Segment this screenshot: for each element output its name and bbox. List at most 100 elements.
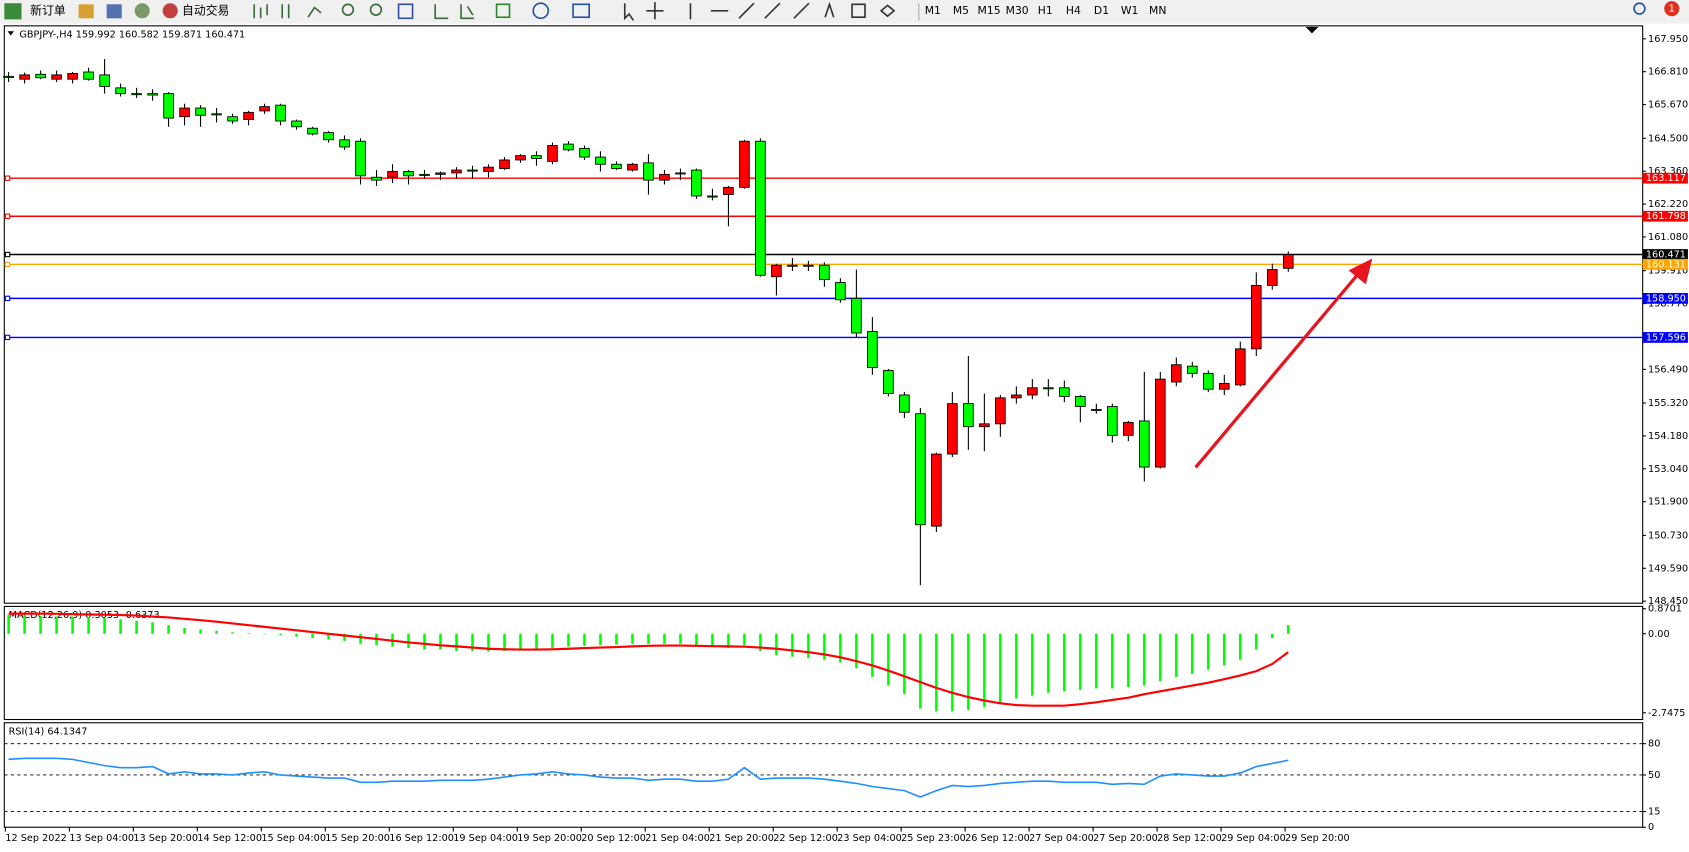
candle-body [1187, 365, 1198, 374]
search-icon[interactable] [1633, 2, 1646, 15]
new-order-icon[interactable] [4, 3, 22, 20]
candle-body [723, 186, 734, 195]
toolbar-icon[interactable] [134, 3, 150, 19]
tile-icon[interactable] [397, 3, 414, 20]
toolbar-icon[interactable] [78, 4, 94, 19]
macd-bar [263, 633, 266, 635]
candle-body [227, 116, 238, 122]
y-tick-label: 153.040 [1648, 464, 1688, 475]
macd-bar [951, 633, 954, 712]
candle-body [563, 143, 574, 151]
timeframe-button[interactable]: M5 [953, 4, 969, 17]
candle-body [659, 173, 670, 181]
timeframe-button[interactable]: W1 [1121, 4, 1139, 17]
x-tick-label: 19 Sep 20:00 [517, 833, 582, 844]
macd-bar [1255, 633, 1258, 650]
macd-bar [1031, 633, 1034, 696]
macd-bar [279, 633, 282, 636]
object-tools[interactable] [824, 1, 896, 19]
macd-bar [807, 633, 810, 659]
macd-bar [583, 633, 586, 646]
macd-bar [439, 633, 442, 650]
auto-trading-icon[interactable] [162, 3, 178, 19]
zoom-in-icon[interactable] [341, 3, 355, 16]
candle-body [339, 139, 350, 148]
timeframe-button[interactable]: M30 [1006, 4, 1029, 17]
timeframe-button[interactable]: M1 [925, 4, 941, 17]
symbol-marker [7, 31, 15, 36]
macd-bar [199, 629, 202, 634]
y-tick-label: 80 [1648, 739, 1660, 750]
y-tick-label: 162.220 [1648, 199, 1688, 210]
candle-body [643, 162, 654, 181]
timeframe-button[interactable]: H4 [1066, 4, 1081, 17]
macd-bar [919, 633, 922, 709]
timeframe-button[interactable]: H1 [1038, 4, 1053, 17]
price-level-handle [4, 295, 11, 302]
candle-body [1091, 408, 1102, 411]
periods-icon[interactable] [532, 2, 550, 20]
macd-bar [567, 633, 570, 647]
new-order-button[interactable]: 新订单 [30, 3, 66, 17]
macd-bar [311, 633, 314, 639]
y-tick-label: 156.490 [1648, 364, 1688, 375]
templates-icon[interactable] [572, 3, 591, 19]
candle-body [19, 74, 30, 80]
candle-body [1139, 420, 1150, 468]
candle-body [515, 155, 526, 161]
price-level-handle [4, 334, 11, 341]
candle-body [803, 264, 814, 267]
candle-body [867, 331, 878, 369]
candle-body [195, 107, 206, 116]
toolbar-icon[interactable] [106, 4, 122, 19]
timeframe-button[interactable]: M15 [978, 4, 1001, 17]
y-tick-label: 50 [1648, 770, 1660, 781]
y-tick-label: 150.730 [1648, 530, 1688, 541]
candle-body [291, 120, 302, 128]
notification-count: 1 [1669, 4, 1675, 15]
x-tick-label: 25 Sep 23:00 [901, 833, 966, 844]
y-tick-label: 163.360 [1648, 166, 1688, 177]
macd-bar [823, 633, 826, 660]
macd-bar [519, 633, 522, 650]
auto-trading-button[interactable]: 自动交易 [182, 3, 229, 17]
macd-bar [295, 633, 298, 637]
shift-marker [1305, 26, 1319, 34]
y-tick-label: 149.590 [1648, 563, 1688, 574]
y-tick-label: 15 [1648, 807, 1660, 818]
indicators-icon[interactable] [495, 3, 511, 19]
notification-badge[interactable] [1664, 1, 1680, 17]
macd-bar [135, 620, 138, 634]
macd-bar [935, 633, 938, 712]
macd-bar [711, 633, 714, 647]
candle-body [755, 140, 766, 276]
macd-bar [615, 633, 618, 645]
candle-body [1155, 378, 1166, 468]
candle-body [1075, 395, 1086, 407]
price-level-tag [1642, 258, 1688, 270]
x-tick-label: 28 Sep 12:00 [1157, 833, 1222, 844]
price-level-tag [1642, 292, 1688, 304]
timeframe-button[interactable]: D1 [1094, 4, 1109, 17]
candle-body [1027, 387, 1038, 396]
macd-bar [1095, 633, 1098, 689]
rsi-line [8, 757, 1289, 798]
candle-body [771, 264, 782, 278]
candle-body [451, 169, 462, 174]
macd-bar [759, 633, 762, 652]
candle-body [1203, 372, 1214, 390]
macd-bar [231, 632, 234, 634]
scroll-icons[interactable] [434, 4, 474, 20]
price-level-handle [4, 251, 11, 258]
drawing-tools[interactable] [623, 2, 810, 21]
timeframe-button[interactable]: MN [1149, 4, 1166, 17]
candle-body [611, 163, 622, 170]
macd-bar [1191, 633, 1194, 675]
zoom-out-icon[interactable] [369, 3, 383, 16]
candle-body [51, 74, 62, 80]
macd-bar [1271, 633, 1274, 639]
candle-body [99, 74, 110, 87]
candle-body [931, 453, 942, 527]
chart-type-icons[interactable] [253, 4, 322, 19]
macd-bar [23, 615, 26, 634]
